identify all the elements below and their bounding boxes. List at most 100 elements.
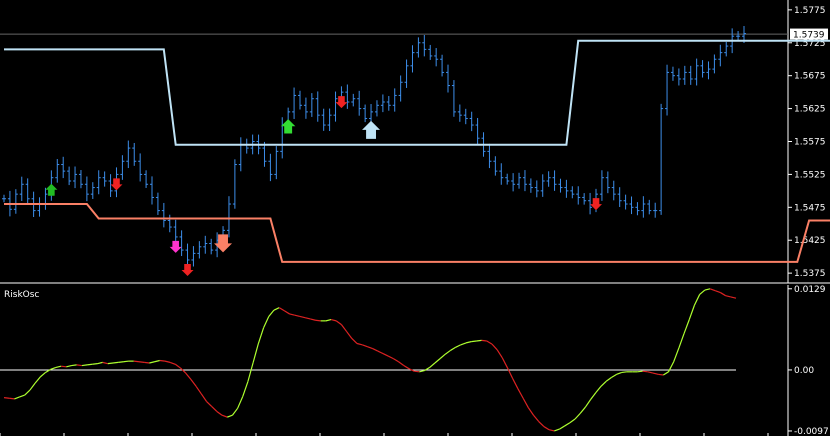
price-bar (635, 202, 640, 216)
price-bar (440, 54, 445, 77)
osc-segment (185, 372, 192, 380)
osc-segment (559, 425, 565, 430)
price-bar (126, 140, 131, 169)
price-bar (19, 176, 24, 201)
price-bar (558, 178, 563, 193)
osc-tick-label: 0.00 (794, 366, 814, 376)
osc-segment (76, 364, 82, 367)
osc-segment (190, 379, 197, 387)
osc-segment (496, 349, 503, 359)
osc-segment (50, 366, 57, 370)
price-bar (333, 91, 338, 122)
price-bar (676, 68, 681, 86)
price-tick-label: 1.5625 (794, 105, 826, 115)
osc-segment (611, 373, 617, 379)
price-bar (457, 104, 462, 122)
price-bar (647, 199, 652, 215)
price-bar (13, 189, 18, 214)
osc-segment (284, 310, 290, 315)
price-bar (706, 61, 711, 80)
osc-segment (289, 313, 295, 316)
price-panel: 1.5775 1.5725 1.5675 1.5625 1.5575 1.5525 1.54… (0, 0, 830, 284)
osc-segment (154, 359, 160, 363)
price-bar (309, 93, 314, 117)
price-bar (665, 64, 670, 116)
osc-segment (351, 338, 358, 344)
osc-segment (221, 414, 228, 418)
price-bar (552, 170, 557, 191)
price-bar (641, 196, 646, 218)
osc-segment (393, 358, 399, 363)
osc-segment (486, 340, 493, 345)
price-bar (386, 96, 391, 111)
osc-segment (424, 366, 431, 372)
osc-segment (595, 385, 602, 393)
price-bar (724, 41, 729, 57)
price-tick-label: 1.5775 (794, 6, 826, 16)
price-bar (55, 159, 60, 183)
price-bar (528, 178, 533, 193)
osc-segment (19, 394, 25, 398)
osc-segment (590, 392, 597, 400)
price-bar (363, 104, 368, 123)
osc-segment (725, 295, 731, 298)
osc-segment (123, 360, 129, 363)
osc-segment (138, 361, 145, 363)
osc-segment (310, 318, 316, 321)
osc-segment (569, 418, 576, 424)
price-bar (522, 170, 527, 192)
osc-segment (434, 358, 441, 364)
osc-segment (92, 363, 98, 365)
osc-segment (252, 343, 259, 363)
osc-segment (133, 360, 140, 363)
osc-segment (579, 406, 586, 414)
osc-segment (481, 339, 487, 342)
osc-segment (471, 340, 477, 343)
price-bar (487, 143, 492, 169)
current-price-label: 1.5739 (793, 31, 825, 41)
price-bar (96, 170, 101, 195)
osc-segment (174, 363, 181, 369)
osc-segment (346, 331, 353, 339)
price-bar (161, 202, 166, 228)
osc-segment (107, 362, 114, 365)
osc-segment (294, 314, 301, 318)
osc-segment (730, 296, 737, 299)
price-bar (120, 155, 125, 180)
price-bar (374, 100, 379, 117)
osc-segment (460, 342, 467, 346)
osc-segment (299, 315, 306, 319)
price-bar (493, 156, 498, 176)
price-bar (179, 230, 184, 257)
buy-arrow-icon (45, 183, 58, 196)
osc-segment (112, 361, 119, 364)
osc-segment (97, 361, 103, 365)
osc-segment (403, 365, 410, 370)
osc-segment (398, 361, 405, 367)
price-bar (534, 180, 539, 198)
osc-segment (642, 370, 648, 373)
osc-segment (200, 393, 207, 402)
osc-segment (102, 361, 108, 365)
osc-segment (24, 389, 31, 396)
oscillator-panel: RiskOsc 0.0129 0.00 -0.0097 (0, 285, 829, 436)
osc-segment (673, 347, 680, 362)
osc-segment (574, 412, 581, 420)
price-bar (694, 58, 699, 86)
price-bar (155, 192, 160, 215)
osc-segment (548, 429, 555, 432)
price-bar (167, 214, 172, 233)
price-bar (380, 94, 385, 113)
price-bar (398, 75, 403, 102)
price-bar (682, 65, 687, 85)
osc-segment (704, 288, 711, 291)
price-bar (61, 156, 66, 179)
sell-arrow-icon (169, 240, 182, 253)
osc-segment (14, 396, 20, 400)
osc-segment (362, 344, 368, 348)
price-bar (238, 137, 243, 172)
osc-segment (637, 370, 643, 373)
osc-segment (709, 288, 716, 292)
osc-segment (658, 373, 664, 376)
